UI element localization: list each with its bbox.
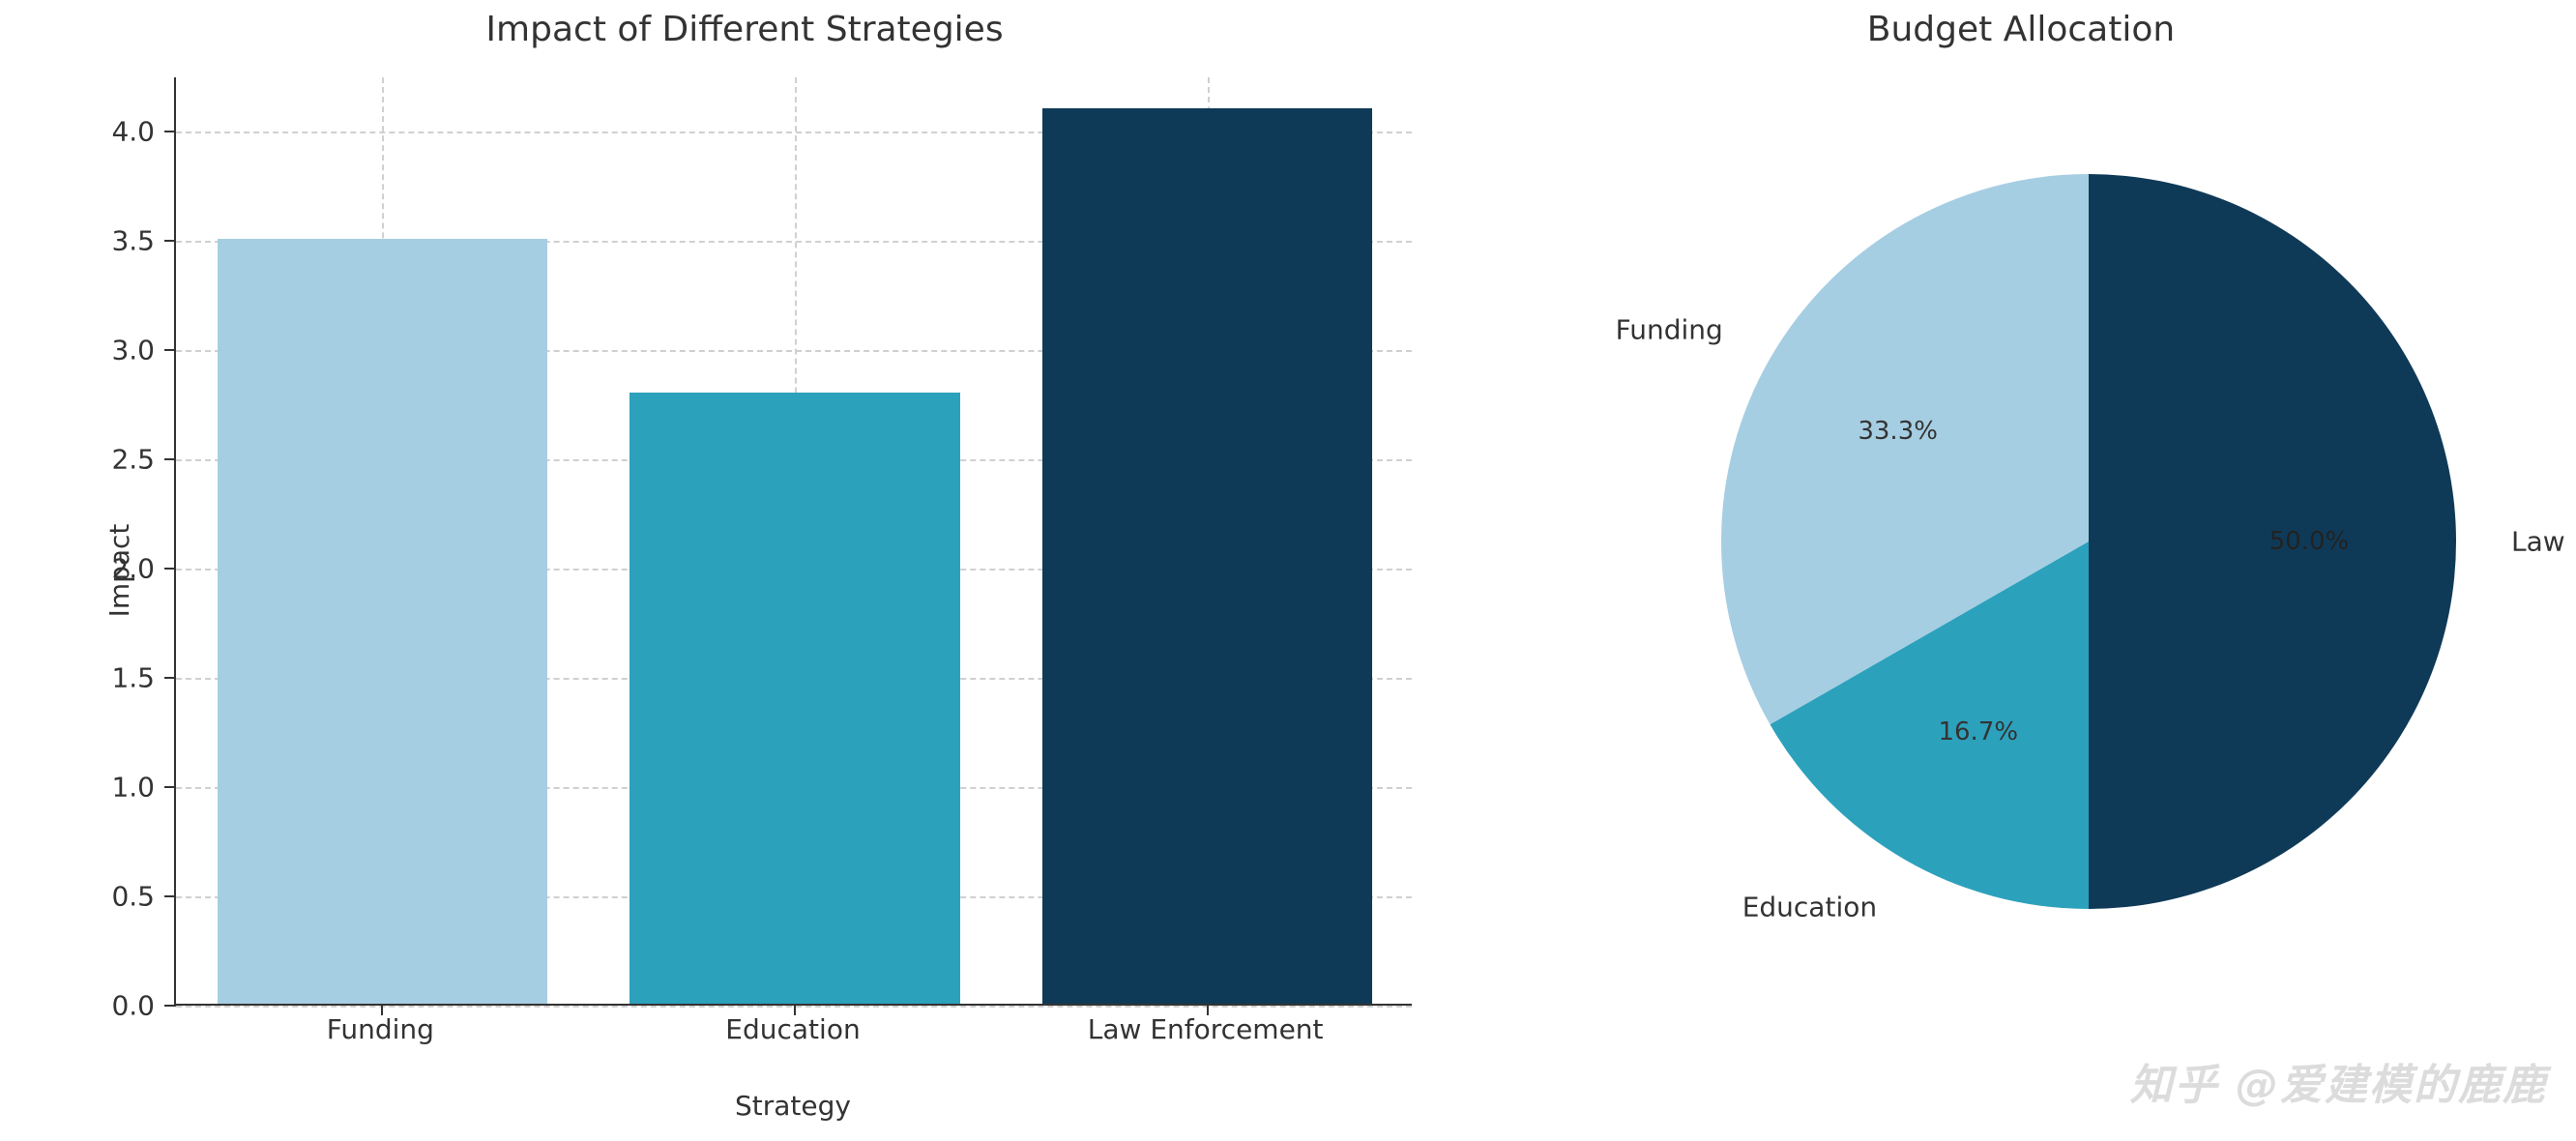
bar-ytick-label: 4.0 (77, 116, 155, 148)
bar-xtick-label: Law Enforcement (1088, 1013, 1324, 1045)
pie-plot-area: 33.3%Funding16.7%Education50.0%Law Enfor… (1508, 0, 2533, 1141)
pie-pct-label: 16.7% (1938, 717, 2018, 746)
bar-ytick-label: 1.5 (77, 662, 155, 694)
bar-ytick-label: 1.0 (77, 772, 155, 804)
bar-plot-area: 0.00.51.01.52.02.53.03.54.0 (174, 77, 1412, 1006)
bar-y-axis-label: Impact (103, 524, 135, 618)
bar-ytick (164, 240, 176, 242)
bar-ytick (164, 786, 176, 788)
bar-ytick-label: 0.5 (77, 881, 155, 913)
bar-ytick (164, 568, 176, 570)
bar-funding (218, 239, 547, 1004)
pie-outer-label: Education (1742, 892, 1877, 923)
bar-ytick (164, 1005, 176, 1007)
bar-x-axis-label: Strategy (174, 1090, 1412, 1122)
bar-xtick-label: Funding (327, 1013, 434, 1045)
bar-ytick-label: 3.5 (77, 225, 155, 257)
bar-ytick-label: 0.0 (77, 990, 155, 1022)
bar-ytick (164, 677, 176, 679)
pie-chart-panel: Budget Allocation 33.3%Funding16.7%Educa… (1508, 0, 2533, 1141)
bar-ytick (164, 895, 176, 897)
bar-chart-title: Impact of Different Strategies (58, 10, 1431, 49)
figure-canvas: Impact of Different Strategies 0.00.51.0… (0, 0, 2576, 1141)
pie-pct-label: 33.3% (1858, 417, 1938, 446)
pie-pct-label: 50.0% (2269, 527, 2350, 556)
pie-outer-label: Law Enforcement (2511, 526, 2576, 558)
pie-outer-label: Funding (1616, 314, 1723, 346)
bar-ytick-label: 3.0 (77, 335, 155, 366)
bar-ytick (164, 131, 176, 132)
bar-ytick (164, 349, 176, 351)
bar-education (629, 393, 959, 1004)
bar-law-enforcement (1042, 108, 1372, 1004)
bar-xtick-label: Education (725, 1013, 860, 1045)
bar-ytick-label: 2.5 (77, 444, 155, 476)
bar-chart-panel: Impact of Different Strategies 0.00.51.0… (58, 0, 1431, 1141)
pie-svg (1508, 0, 2533, 1141)
bar-ytick (164, 458, 176, 460)
